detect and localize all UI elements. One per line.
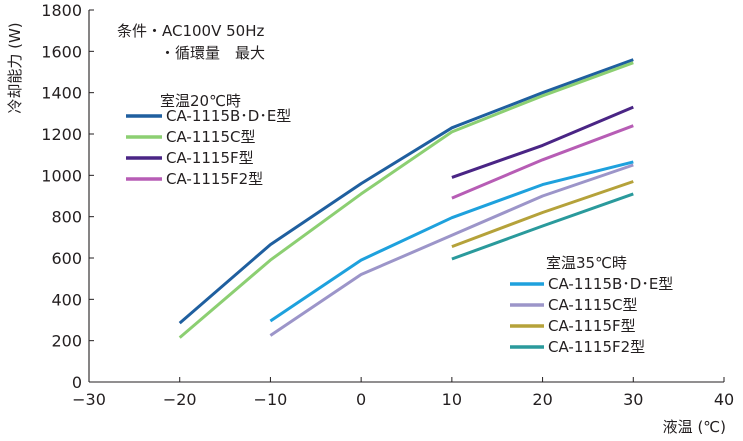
y-tick-label: 1600 bbox=[41, 42, 82, 61]
legend-label: CA-1115B･D･E型 bbox=[166, 107, 291, 125]
y-tick-label: 1200 bbox=[41, 125, 82, 144]
legend-title-room-35c: 室温35℃時 bbox=[546, 254, 627, 272]
y-axis-ticks: 0 200 400 600 800 1000 1200 1400 1600 1800 bbox=[41, 1, 94, 392]
legend-entry-g1-s1: CA-1115C型 bbox=[510, 296, 637, 314]
y-tick-label: 0 bbox=[72, 373, 82, 392]
x-tick-label: 20 bbox=[532, 390, 552, 409]
series-line-g0-s3 bbox=[451, 124, 634, 200]
legend-label: CA-1115F2型 bbox=[548, 338, 645, 356]
series-line-g0-s1 bbox=[178, 61, 634, 339]
legend-label: CA-1115C型 bbox=[166, 128, 255, 146]
legend-entry-g1-s2: CA-1115F型 bbox=[510, 317, 636, 335]
x-tick-label: 10 bbox=[442, 390, 462, 409]
y-tick-label: 600 bbox=[51, 249, 82, 268]
legend-entry-g0-s1: CA-1115C型 bbox=[126, 128, 255, 146]
y-tick-label: 1400 bbox=[41, 84, 82, 103]
y-tick-label: 1800 bbox=[41, 1, 82, 20]
x-tick-label: 40 bbox=[714, 390, 734, 409]
y-axis-title: 冷却能力 (W) bbox=[6, 22, 24, 113]
legend-room-20c: 室温20℃時 CA-1115B･D･E型 CA-1115C型 CA-1115F型 CA… bbox=[126, 92, 291, 188]
legend-room-35c: 室温35℃時 CA-1115B･D･E型 CA-1115C型 CA-1115F型 CA… bbox=[510, 254, 673, 356]
x-axis-ticks: −30 −20 −10 0 10 20 30 40 bbox=[72, 377, 734, 409]
legend-entry-g0-s3: CA-1115F2型 bbox=[126, 170, 263, 188]
series-line-g0-s2 bbox=[451, 105, 634, 179]
x-tick-label: −20 bbox=[163, 390, 197, 409]
series-line-g1-s3 bbox=[451, 192, 634, 261]
series-line-g1-s1 bbox=[269, 163, 634, 337]
y-tick-label: 200 bbox=[51, 332, 82, 351]
legend-entry-g0-s0: CA-1115B･D･E型 bbox=[126, 107, 291, 125]
x-tick-label: 0 bbox=[356, 390, 366, 409]
legend-title-room-20c: 室温20℃時 bbox=[160, 92, 241, 110]
legend-label: CA-1115C型 bbox=[548, 296, 637, 314]
x-tick-label: 30 bbox=[623, 390, 643, 409]
legend-label: CA-1115F型 bbox=[548, 317, 636, 335]
series-line-g1-s0 bbox=[269, 160, 634, 323]
legend-label: CA-1115F型 bbox=[166, 149, 254, 167]
series-line-g0-s0 bbox=[178, 58, 634, 325]
legend-entry-g1-s0: CA-1115B･D･E型 bbox=[510, 275, 673, 293]
y-tick-label: 800 bbox=[51, 208, 82, 227]
series-layer bbox=[178, 58, 634, 339]
legend-label: CA-1115B･D･E型 bbox=[548, 275, 673, 293]
y-tick-label: 400 bbox=[51, 290, 82, 309]
series-line-g1-s2 bbox=[451, 180, 634, 249]
legend-label: CA-1115F2型 bbox=[166, 170, 263, 188]
legend-entry-g0-s2: CA-1115F型 bbox=[126, 149, 254, 167]
x-tick-label: −10 bbox=[254, 390, 288, 409]
condition-note-power: 条件・AC100V 50Hz bbox=[117, 22, 264, 40]
condition-note-flow: ・循環量 最大 bbox=[160, 44, 265, 62]
y-tick-label: 1000 bbox=[41, 166, 82, 185]
legend-entry-g1-s3: CA-1115F2型 bbox=[510, 338, 645, 356]
x-axis-title: 液温 (℃) bbox=[663, 418, 726, 436]
x-tick-label: −30 bbox=[72, 390, 106, 409]
condition-notes: 条件・AC100V 50Hz ・循環量 最大 bbox=[117, 22, 265, 62]
axes bbox=[88, 10, 724, 383]
